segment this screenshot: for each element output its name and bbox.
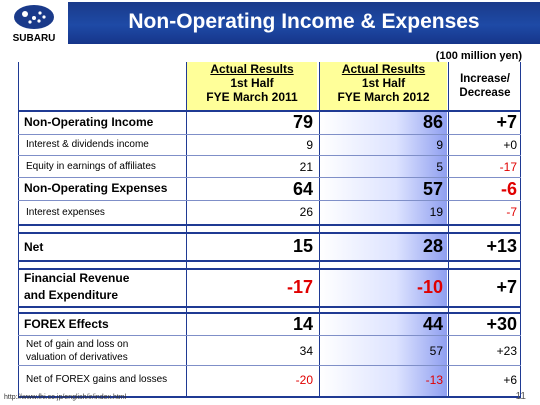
cell-fy2011: 9 xyxy=(306,138,313,152)
table-row: Non-Operating Income xyxy=(18,112,521,134)
cell-change: -17 xyxy=(499,160,517,174)
table-row: FOREX Effects xyxy=(18,314,521,335)
col1-line1: Actual Results xyxy=(210,62,294,76)
table-row: Net of gain and loss on valuation of der… xyxy=(18,336,521,365)
cell-change: +7 xyxy=(496,112,517,132)
cell-change: +6 xyxy=(503,373,517,387)
rule xyxy=(18,396,521,398)
rule xyxy=(18,306,521,308)
col2-bg-forex xyxy=(320,312,447,396)
page-number: 11 xyxy=(515,391,526,402)
cell-fy2012: -10 xyxy=(416,277,443,297)
row-label: Non-Operating Income xyxy=(24,115,154,129)
cell-change: +13 xyxy=(486,236,517,256)
row-label: Interest expenses xyxy=(26,207,105,218)
cell-change: +30 xyxy=(486,314,517,334)
header: SUBARU Non-Operating Income & Expenses xyxy=(0,0,540,50)
col1-line3: FYE March 2011 xyxy=(206,90,298,104)
column-header-change: Increase/ Decrease xyxy=(449,62,521,110)
cell-fy2011: 79 xyxy=(292,112,313,132)
col2-bg-financial xyxy=(320,268,447,306)
subaru-logo: SUBARU xyxy=(3,2,65,46)
cell-fy2012: 19 xyxy=(429,205,443,219)
svg-text:SUBARU: SUBARU xyxy=(13,33,56,44)
cell-fy2011: 26 xyxy=(299,205,313,219)
vrule xyxy=(18,62,19,396)
cell-fy2011: -20 xyxy=(295,373,313,387)
table-row: Net xyxy=(18,234,521,260)
title-bar: Non-Operating Income & Expenses xyxy=(68,2,540,44)
col3-line2: Decrease xyxy=(459,87,511,99)
cell-fy2011: -17 xyxy=(286,277,313,297)
page-title: Non-Operating Income & Expenses xyxy=(128,10,480,33)
row-sep xyxy=(18,335,521,336)
column-header-fy2012: Actual Results 1st Half FYE March 2012 xyxy=(320,62,447,110)
rule xyxy=(18,110,521,112)
cell-fy2011: 15 xyxy=(292,236,313,256)
col1-line2: 1st Half xyxy=(230,76,274,90)
row-label-line1: Financial Revenue xyxy=(24,271,130,285)
cell-fy2012: 44 xyxy=(422,314,443,334)
row-label-line2: valuation of derivatives xyxy=(26,352,128,363)
table-row: Interest & dividends income xyxy=(18,135,521,155)
row-label: Equity in earnings of affiliates xyxy=(26,161,156,172)
cell-fy2012: 57 xyxy=(422,179,443,199)
row-label: Net of FOREX gains and losses xyxy=(26,374,168,385)
row-label: Interest & dividends income xyxy=(26,139,149,150)
row-label-line2: and Expenditure xyxy=(24,288,119,302)
cell-fy2012: -13 xyxy=(425,373,443,387)
cell-fy2011: 14 xyxy=(292,314,313,334)
row-label: Net of gain and loss on valuation of der… xyxy=(26,338,128,364)
row-label: Non-Operating Expenses xyxy=(24,181,168,195)
row-sep xyxy=(18,365,521,366)
cell-change: +23 xyxy=(496,344,517,358)
row-sep xyxy=(18,177,521,178)
table-row: Non-Operating Expenses xyxy=(18,178,521,200)
vrule xyxy=(319,62,320,396)
unit-label: (100 million yen) xyxy=(435,50,522,62)
row-sep xyxy=(18,200,521,201)
cell-fy2011: 64 xyxy=(292,179,313,199)
table-row: Interest expenses xyxy=(18,201,521,223)
col3-line1: Increase/ xyxy=(460,73,510,85)
table-row: Net of FOREX gains and losses xyxy=(18,366,521,396)
row-label: Net xyxy=(24,240,44,254)
col2-bg-net xyxy=(320,232,447,260)
rule xyxy=(18,268,521,270)
row-sep xyxy=(18,155,521,156)
row-label: FOREX Effects xyxy=(24,317,109,331)
vrule xyxy=(186,62,187,396)
rule xyxy=(18,224,521,226)
cell-fy2012: 5 xyxy=(436,160,443,174)
row-label-line1: Net of gain and loss on xyxy=(26,339,129,350)
table-row: Equity in earnings of affiliates xyxy=(18,156,521,177)
table-row: Financial Revenue and Expenditure xyxy=(18,270,521,306)
col2-line2: 1st Half xyxy=(361,76,406,90)
rule xyxy=(18,312,521,314)
cell-fy2012: 9 xyxy=(436,138,443,152)
rule xyxy=(18,260,521,262)
cell-fy2012: 86 xyxy=(422,112,443,132)
cell-fy2011: 21 xyxy=(299,160,313,174)
footer-url[interactable]: http://www.fhi.co.jp/english/ir/index.ht… xyxy=(4,394,127,401)
cell-change: +0 xyxy=(503,138,517,152)
cell-fy2012: 28 xyxy=(422,236,443,256)
col2-line3: FYE March 2012 xyxy=(337,90,430,104)
row-label: Financial Revenue and Expenditure xyxy=(24,270,129,304)
col2-bg-top xyxy=(320,110,447,224)
rule xyxy=(18,232,521,234)
row-sep xyxy=(18,134,521,135)
column-header-fy2011: Actual Results 1st Half FYE March 2011 xyxy=(187,62,317,110)
vrule xyxy=(448,62,449,396)
cell-fy2011: 34 xyxy=(299,344,313,358)
vrule xyxy=(520,62,521,396)
cell-change: -6 xyxy=(500,179,517,199)
col2-line1: Actual Results xyxy=(341,62,426,76)
cell-fy2012: 57 xyxy=(429,344,443,358)
cell-change: +7 xyxy=(496,277,517,297)
cell-change: -7 xyxy=(506,205,517,219)
